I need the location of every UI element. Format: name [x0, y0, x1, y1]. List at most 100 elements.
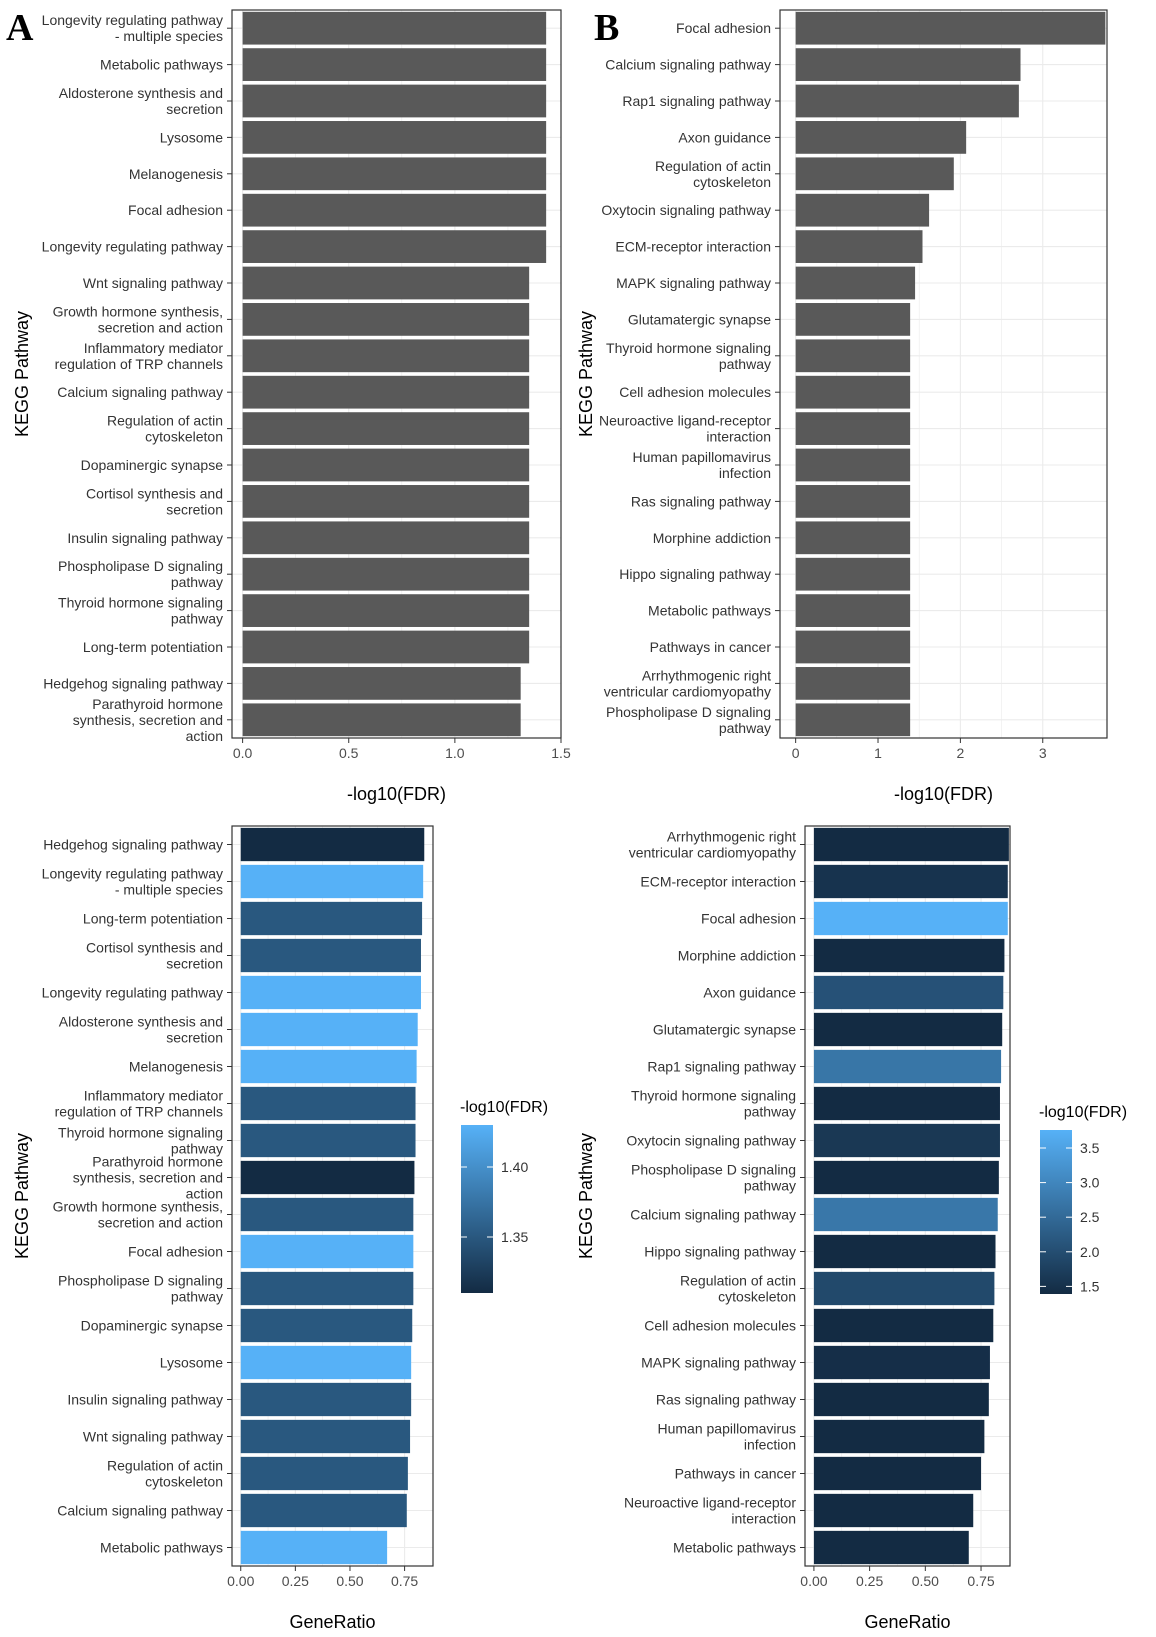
bar — [242, 84, 547, 118]
bar — [813, 827, 1009, 862]
y-tick-label: Calcium signaling pathway — [630, 1207, 796, 1223]
y-tick-label: Ras signaling pathway — [631, 493, 771, 509]
y-tick-label: Hippo signaling pathway — [644, 1244, 796, 1260]
y-tick-label: Phospholipase D signaling pathway — [58, 558, 223, 590]
y-tick-label: Calcium signaling pathway — [57, 1503, 223, 1519]
bar — [240, 864, 424, 899]
chart-b-bottom: Arrhythmogenic right ventricular cardiomy… — [576, 825, 1127, 1632]
bar — [813, 1234, 996, 1269]
y-tick-label: Growth hormone synthesis, secretion and a… — [53, 303, 223, 335]
bar — [240, 1012, 418, 1047]
plot-background — [232, 826, 433, 1566]
y-tick-label: Morphine addiction — [678, 948, 796, 964]
bar — [795, 230, 923, 263]
y-tick-label: Lysosome — [160, 1355, 224, 1371]
bar — [813, 901, 1008, 936]
y-tick-label: Dopaminergic synapse — [81, 1318, 224, 1334]
y-axis-title: KEGG Pathway — [12, 1133, 32, 1259]
y-tick-label: Axon guidance — [678, 129, 771, 145]
y-tick-label: Inflammatory mediator regulation of TRP c… — [55, 340, 224, 372]
bar — [813, 864, 1008, 899]
bar — [240, 1123, 416, 1158]
bar — [242, 11, 547, 45]
y-tick-label: Metabolic pathways — [100, 57, 223, 73]
bar — [795, 339, 911, 373]
y-tick-label: Phospholipase D signaling pathway — [58, 1273, 223, 1305]
bar — [240, 827, 425, 862]
bar — [813, 1049, 1002, 1084]
bar — [795, 121, 967, 154]
y-tick-label: Aldosterone synthesis and secretion — [59, 1014, 223, 1046]
x-axis-title: GeneRatio — [289, 1612, 375, 1632]
plot-border — [231, 9, 562, 739]
bar — [242, 594, 530, 627]
bar — [813, 1382, 989, 1417]
plot-background — [232, 10, 561, 738]
bar — [813, 1456, 982, 1491]
bar — [795, 157, 954, 191]
y-tick-label: Thyroid hormone signaling pathway — [631, 1088, 796, 1120]
y-tick-label: Melanogenesis — [129, 166, 223, 182]
y-tick-label: Long-term potentiation — [83, 639, 223, 655]
bar — [795, 375, 911, 409]
y-tick-label: Calcium signaling pathway — [57, 384, 223, 400]
bar — [240, 1049, 417, 1084]
y-tick-label: Regulation of actin cytoskeleton — [107, 1458, 223, 1490]
x-tick-label: 0.50 — [336, 1573, 363, 1589]
panel-label-b: B — [594, 7, 619, 49]
legend-tick-label: 1.35 — [501, 1229, 528, 1245]
y-tick-label: MAPK signaling pathway — [641, 1355, 796, 1371]
y-tick-label: Melanogenesis — [129, 1059, 223, 1075]
y-tick-label: Arrhythmogenic right ventricular cardiomy… — [629, 829, 796, 861]
bar — [240, 1086, 416, 1121]
y-axis-title: KEGG Pathway — [576, 311, 596, 437]
x-tick-label: 2 — [956, 745, 964, 761]
bar — [242, 667, 521, 700]
x-tick-label: 0.50 — [912, 1573, 939, 1589]
plot-background — [780, 10, 1107, 738]
bar — [795, 485, 911, 518]
x-tick-label: 0.00 — [800, 1573, 827, 1589]
bar — [242, 521, 530, 555]
y-tick-label: Focal adhesion — [701, 911, 796, 927]
y-tick-label: Regulation of actin cytoskeleton — [107, 413, 223, 445]
bar — [813, 1271, 995, 1306]
colorbar — [461, 1125, 493, 1293]
x-tick-label: 1 — [874, 745, 882, 761]
y-tick-label: Morphine addiction — [653, 530, 771, 546]
y-tick-label: Lysosome — [160, 129, 224, 145]
y-tick-label: Growth hormone synthesis, secretion and a… — [53, 1199, 223, 1231]
legend-tick-label: 3.0 — [1080, 1175, 1100, 1191]
y-tick-label: Hedgehog signaling pathway — [43, 837, 223, 853]
bar — [240, 975, 421, 1010]
y-axis-title: KEGG Pathway — [12, 311, 32, 437]
bar — [242, 485, 530, 518]
y-tick-label: Cell adhesion molecules — [619, 384, 771, 400]
y-tick-label: Long-term potentiation — [83, 911, 223, 927]
bar — [795, 594, 911, 627]
x-axis-title: GeneRatio — [864, 1612, 950, 1632]
x-tick-label: 3 — [1039, 745, 1047, 761]
bar — [242, 121, 547, 154]
y-tick-label: Focal adhesion — [676, 20, 771, 36]
colorbar — [1040, 1130, 1072, 1294]
bar — [242, 448, 530, 482]
plot-border — [231, 825, 434, 1567]
y-tick-label: ECM-receptor interaction — [615, 239, 771, 255]
legend-title: -log10(FDR) — [1039, 1104, 1127, 1121]
bar — [813, 1530, 969, 1565]
y-tick-label: Calcium signaling pathway — [605, 57, 771, 73]
y-tick-label: Thyroid hormone signaling pathway — [58, 1125, 223, 1157]
bar — [813, 1197, 998, 1232]
bar — [813, 975, 1004, 1010]
y-tick-label: Thyroid hormone signaling pathway — [606, 340, 771, 372]
bar — [240, 1160, 415, 1195]
chart-a-bottom: Hedgehog signaling pathway Longevity regu… — [12, 825, 548, 1632]
y-tick-label: Human papillomavirus infection — [657, 1421, 796, 1453]
bar — [795, 266, 916, 300]
y-tick-label: Hippo signaling pathway — [619, 566, 771, 582]
y-tick-label: Rap1 signaling pathway — [622, 93, 771, 109]
y-tick-label: Longevity regulating pathway — [42, 985, 223, 1001]
bar — [813, 1419, 985, 1454]
bar — [240, 1530, 388, 1565]
